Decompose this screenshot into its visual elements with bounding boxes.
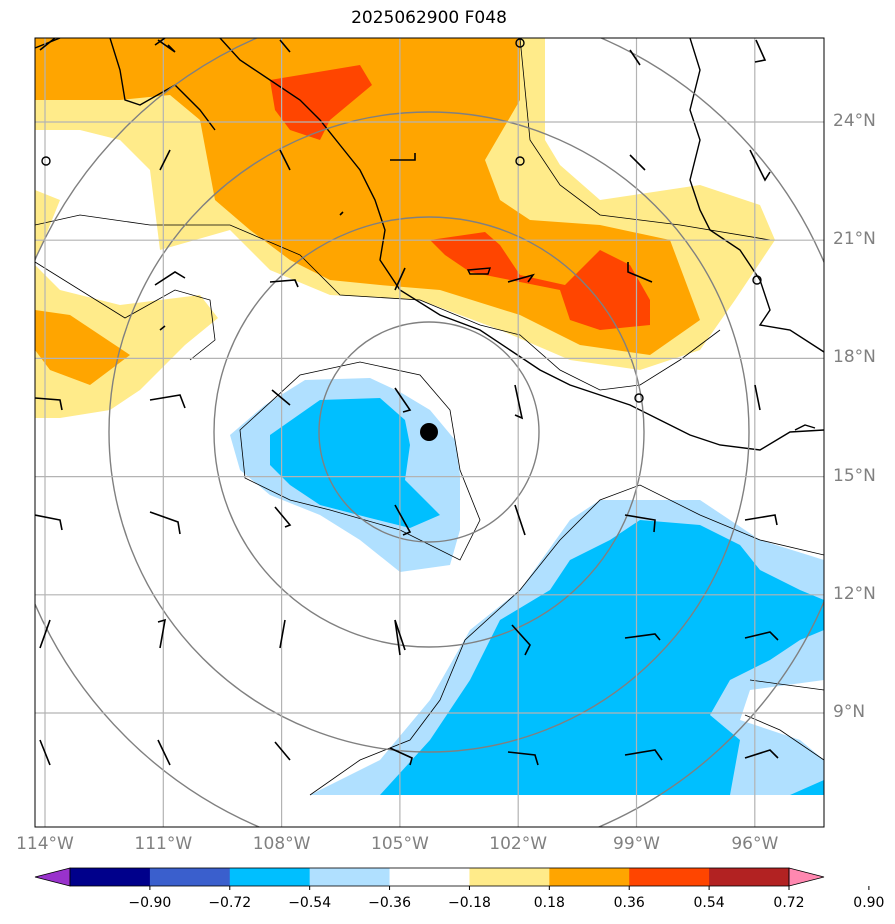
colorbar-segment <box>70 868 151 886</box>
colorbar-extend-high <box>788 867 825 887</box>
blue-area-center <box>270 398 440 528</box>
colorbar-extend-low <box>34 867 71 887</box>
colorbar-segment <box>709 868 790 886</box>
colorbar <box>34 867 825 887</box>
latitude-label: 24°N <box>833 111 876 131</box>
map-frame <box>34 37 825 828</box>
orange-area <box>35 38 700 355</box>
colorbar-level-label: −0.90 <box>128 895 172 911</box>
colorbar-segment <box>549 868 630 886</box>
blue-area-south <box>380 520 824 795</box>
longitude-label: 108°W <box>252 834 311 854</box>
colorbar-level-label: −0.36 <box>368 895 411 911</box>
longitude-label: 114°W <box>16 834 74 854</box>
coastline <box>35 38 824 451</box>
longitude-label: 105°W <box>371 834 429 854</box>
colorbar-segment <box>309 868 391 886</box>
negative-field-shading <box>230 378 824 795</box>
field-contours <box>35 38 824 796</box>
colorbar-segment <box>469 868 550 886</box>
red-area-north <box>270 65 372 140</box>
colorbar-ticks <box>149 886 870 890</box>
red-area-central <box>430 232 650 330</box>
colorbar-outline <box>69 867 790 887</box>
colorbar-segment <box>229 868 311 886</box>
longitude-label: 99°W <box>613 834 660 854</box>
longitude-label: 96°W <box>731 834 779 854</box>
figure-title: 2025062900 F048 <box>351 8 507 28</box>
colorbar-level-label: −0.54 <box>288 895 332 911</box>
colorbar-level-label: 0.36 <box>613 895 645 911</box>
colorbar-segment <box>389 868 470 886</box>
longitude-label: 111°W <box>134 834 193 854</box>
colorbar-segment <box>149 868 231 886</box>
colorbar-level-label: 0.18 <box>533 895 565 911</box>
colorbar-level-label: 0.90 <box>853 895 885 911</box>
wind-barbs <box>35 38 779 766</box>
blue-area-south-east <box>790 780 824 795</box>
latitude-label: 21°N <box>833 229 876 250</box>
colorbar-level-label: 0.72 <box>773 895 805 911</box>
orange-sw-area <box>35 310 130 385</box>
positive-field-shading <box>35 38 775 418</box>
graticule <box>35 38 824 827</box>
colorbar-segment <box>629 868 710 886</box>
colorbar-level-label: −0.18 <box>447 895 491 911</box>
map-content <box>35 38 824 827</box>
latitude-label: 9°N <box>833 702 866 722</box>
latitude-label: 12°N <box>833 583 876 604</box>
latitude-label: 18°N <box>833 347 876 368</box>
colorbar-level-label: −0.72 <box>208 895 252 911</box>
calm-wind-circles <box>41 38 762 403</box>
light-yellow-west-area <box>35 190 60 260</box>
longitude-label: 102°W <box>489 834 548 854</box>
latitude-label: 15°N <box>833 465 876 486</box>
storm-center-dot <box>420 423 438 441</box>
range-rings <box>35 38 824 827</box>
colorbar-level-label: 0.54 <box>693 895 725 911</box>
